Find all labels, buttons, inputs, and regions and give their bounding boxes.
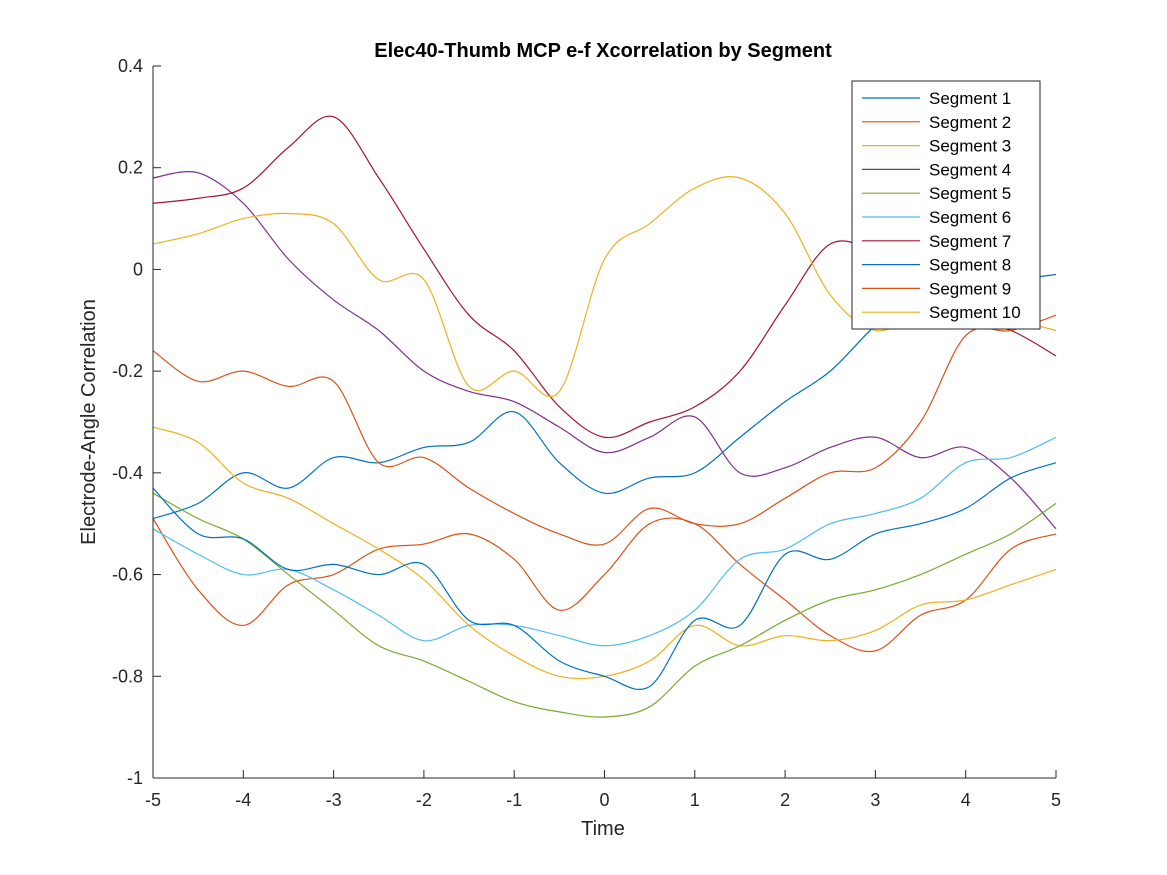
- x-tick-label: 1: [690, 790, 700, 810]
- legend-label-1: Segment 1: [929, 89, 1011, 108]
- axes: -5 -4 -3 -2 -1 0 1 2 3 4 5 -1 -0.8 -0.6 -0.4 -0.2 0 0.2 0.…: [112, 56, 1061, 810]
- x-tick-label: -5: [145, 790, 161, 810]
- legend-label-3: Segment 3: [929, 137, 1011, 156]
- x-tick-label: 3: [870, 790, 880, 810]
- y-tick-label: 0.4: [118, 56, 143, 76]
- x-tick-label: 0: [599, 790, 609, 810]
- x-tick-label: -3: [326, 790, 342, 810]
- legend-label-4: Segment 4: [929, 160, 1011, 179]
- legend-label-6: Segment 6: [929, 208, 1011, 227]
- legend-label-2: Segment 2: [929, 113, 1011, 132]
- x-tick-label: 4: [961, 790, 971, 810]
- x-tick-label: 2: [780, 790, 790, 810]
- x-tick-label: -4: [235, 790, 251, 810]
- series-line-8: [152, 462, 1057, 690]
- series-line-4: [152, 171, 1057, 530]
- y-tick-label: -1: [127, 768, 143, 788]
- legend-label-5: Segment 5: [929, 184, 1011, 203]
- series-line-9: [152, 314, 1057, 546]
- legend-label-10: Segment 10: [929, 303, 1021, 322]
- x-axis-label: Time: [581, 818, 625, 840]
- legend: Segment 1 Segment 2 Segment 3 Segment 4 Segm…: [851, 80, 1041, 330]
- y-axis-label: Electrode-Angle Correlation: [78, 299, 100, 545]
- series-line-5: [152, 492, 1057, 718]
- legend-label-8: Segment 8: [929, 256, 1011, 275]
- y-tick-label: 0.2: [118, 158, 143, 178]
- series-line-2: [152, 517, 1057, 653]
- y-tick-label: -0.4: [112, 463, 143, 483]
- chart-title: Elec40-Thumb MCP e-f Xcorrelation by Seg…: [374, 40, 832, 62]
- x-tick-label: -1: [506, 790, 522, 810]
- y-tick-label: -0.2: [112, 361, 143, 381]
- x-tick-label: 5: [1051, 790, 1061, 810]
- legend-label-7: Segment 7: [929, 232, 1011, 251]
- x-tick-label: -2: [416, 790, 432, 810]
- y-tick-label: 0: [133, 259, 143, 279]
- y-tick-label: -0.6: [112, 565, 143, 585]
- series-line-6: [152, 436, 1057, 647]
- y-tick-label: -0.8: [112, 666, 143, 686]
- legend-label-9: Segment 9: [929, 279, 1011, 298]
